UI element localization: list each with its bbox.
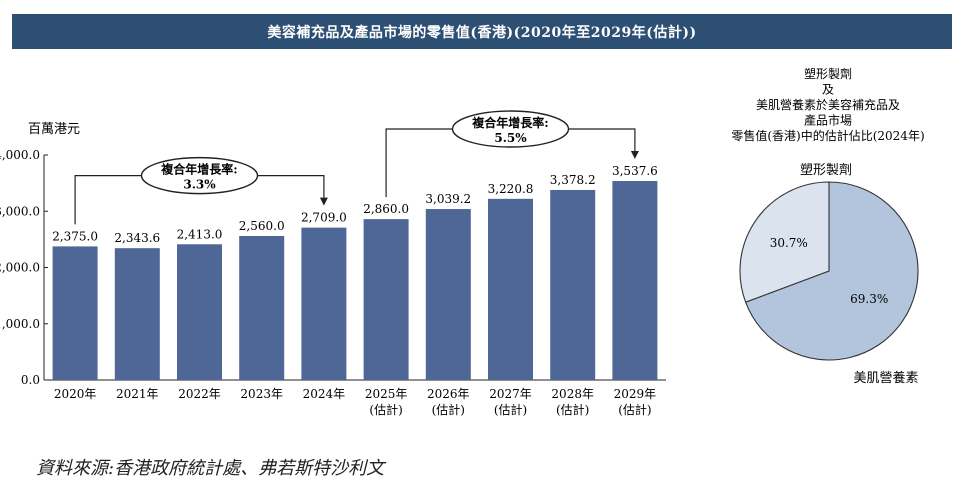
bar-value-label: 2,860.0 [363, 202, 409, 216]
cagr-callout [451, 110, 570, 148]
bar-value-label: 3,039.2 [425, 192, 471, 206]
x-tick-label: 2027年 [489, 387, 532, 401]
bar [550, 189, 596, 380]
cagr-callout [140, 156, 259, 195]
bar [239, 236, 285, 380]
source-note: 資料來源:香港政府統計處、弗若斯特沙利文 [36, 458, 385, 479]
bar [114, 248, 160, 380]
pie-title-line: 產品市場 [804, 113, 852, 128]
x-tick-label: 2021年 [116, 387, 159, 401]
cagr-arrowhead [319, 197, 328, 206]
x-tick-label: 2023年 [240, 387, 283, 401]
x-tick-label: 2020年 [54, 387, 97, 401]
bar [612, 181, 658, 380]
bar-value-label: 2,709.0 [301, 211, 347, 225]
y-tick-label: 3,000.0 [0, 204, 40, 218]
pie-legend-label: 塑形製劑 [800, 162, 852, 178]
x-tick-label: 2025年 [365, 387, 408, 401]
bar-value-label: 2,375.0 [52, 229, 98, 243]
bar-value-label: 2,560.0 [239, 219, 285, 233]
pie-slice [739, 181, 830, 303]
bar [488, 198, 533, 380]
pie-title-line: 及 [822, 83, 834, 97]
bar [425, 209, 471, 380]
x-tick-label: 2028年 [551, 387, 594, 401]
bar-chart: 百萬港元 0.0 1,000.0 2,000.0 3,000.0 4,000.0 2,375… [0, 110, 666, 417]
cagr-arrowhead [630, 151, 639, 160]
y-tick-label: 1,000.0 [0, 317, 40, 331]
bar-value-label: 2,413.0 [177, 227, 223, 241]
pie-title-line: 美肌營養素於美容補充品及 [756, 97, 900, 112]
pie-slice [744, 181, 919, 361]
x-tick-label: (估計) [369, 402, 402, 417]
y-tick-label: 0.0 [21, 373, 40, 387]
x-tick-label: 2029年 [614, 387, 657, 401]
x-tick-label: (估計) [556, 402, 589, 417]
x-tick-label: (估計) [432, 402, 465, 417]
cagr-label: 複合年增長率: [471, 115, 548, 130]
pie-title-line: 塑形製劑 [804, 66, 852, 81]
y-axis-label: 百萬港元 [28, 122, 80, 137]
x-tick-label: (估計) [494, 402, 527, 417]
cagr-label: 複合年增長率: [160, 162, 237, 177]
bar [301, 227, 347, 380]
bar [177, 244, 222, 380]
bar-value-label: 2,343.6 [114, 231, 160, 245]
y-tick-label: 4,000.0 [0, 148, 40, 162]
chart-title: 美容補充品及產品市場的零售值(香港)(2020年至2029年(估計)) [12, 14, 952, 49]
x-tick-label: 2022年 [178, 387, 221, 401]
pie-title-line: 零售值(香港)中的估計佔比(2024年) [731, 128, 924, 143]
bar-value-label: 3,220.8 [488, 182, 534, 196]
x-tick-label: 2024年 [303, 387, 346, 401]
cagr-value: 3.3% [183, 178, 216, 192]
cagr-value: 5.5% [494, 131, 527, 145]
bar-value-label: 3,378.2 [550, 173, 596, 187]
bar-value-label: 3,537.6 [612, 164, 658, 178]
bar [363, 219, 409, 380]
pie-chart: 塑形製劑及美肌營養素於美容補充品及產品市場零售值(香港)中的估計佔比(2024年… [731, 66, 924, 386]
x-tick-label: 2026年 [427, 387, 470, 401]
y-tick-label: 2,000.0 [0, 261, 40, 275]
bar [52, 246, 98, 380]
pie-legend-label: 美肌營養素 [853, 370, 918, 386]
x-tick-label: (估計) [618, 402, 651, 417]
pie-slice-label: 69.3% [850, 292, 888, 306]
pie-slice-label: 30.7% [770, 236, 808, 250]
